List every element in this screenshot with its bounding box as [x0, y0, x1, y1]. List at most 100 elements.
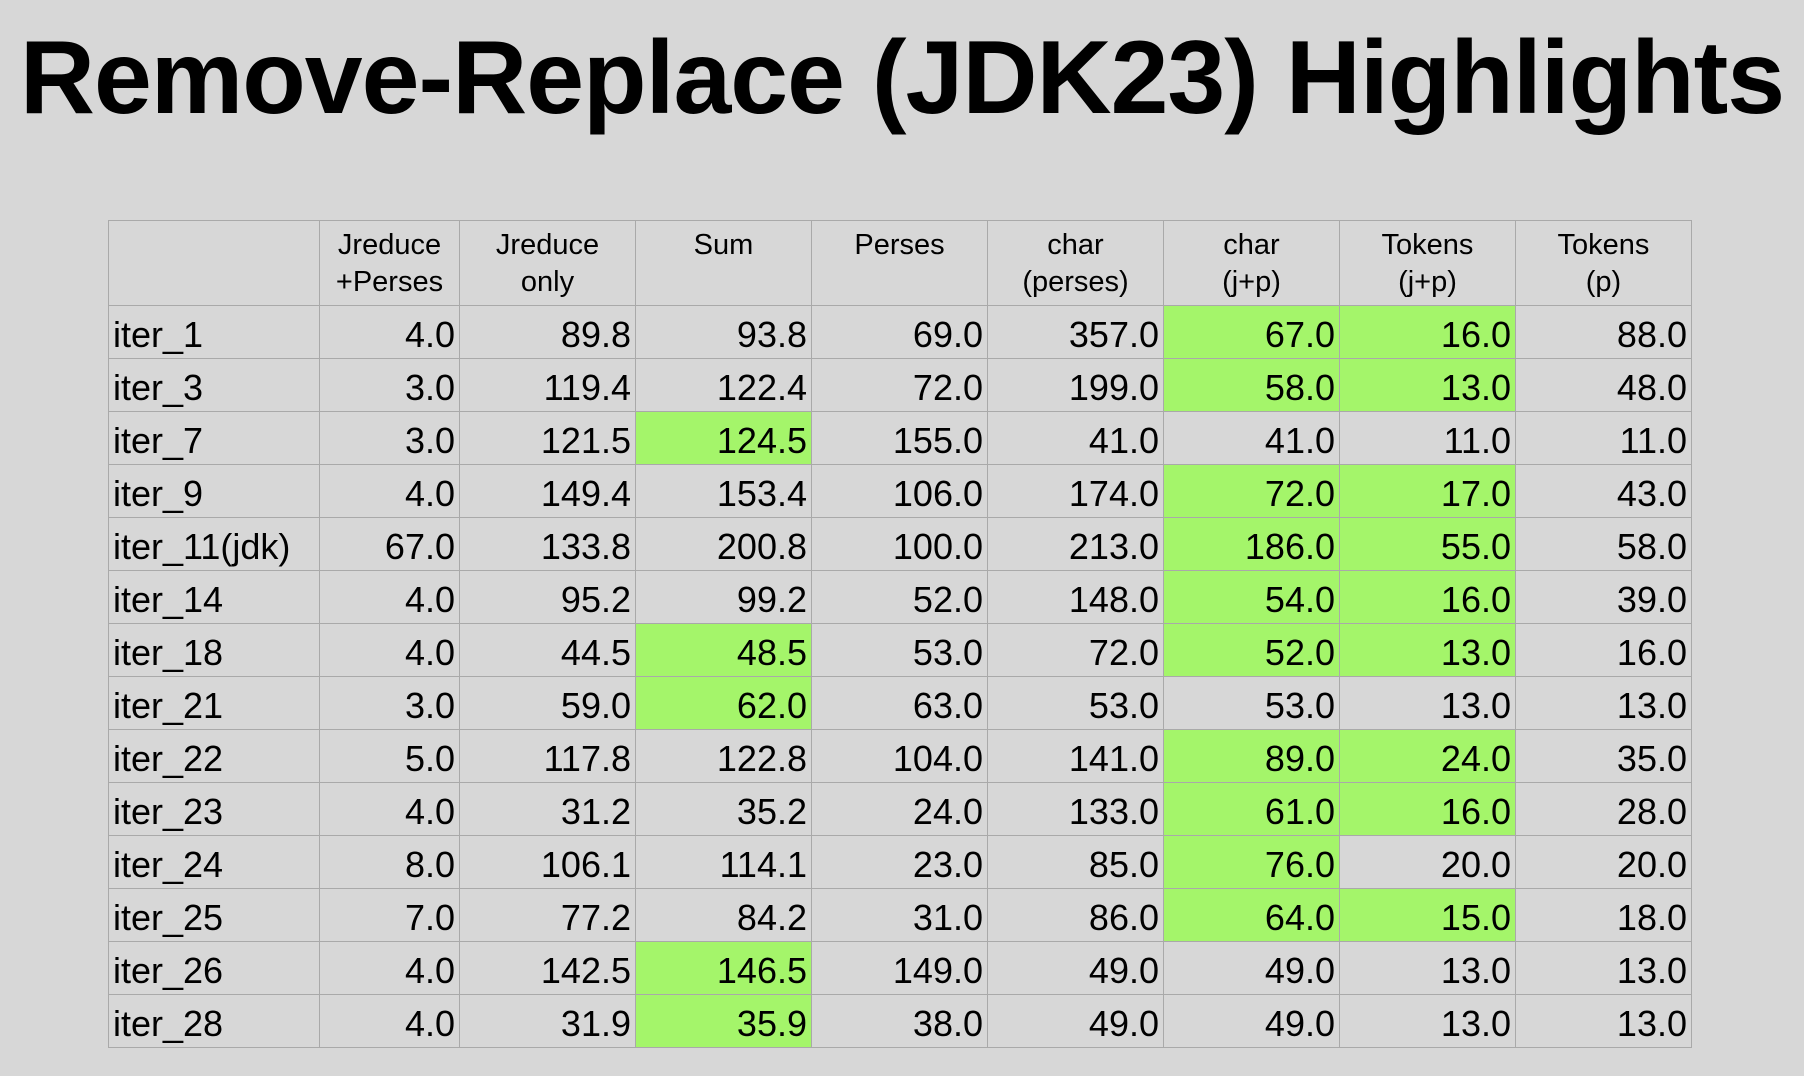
value-cell: 17.0 [1339, 464, 1516, 518]
value-cell: 8.0 [319, 835, 460, 889]
value-cell: 88.0 [1515, 305, 1692, 359]
table-row: iter_25 7.0 77.2 84.2 31.0 86.0 64.0 15.0 18.0 [108, 888, 1692, 942]
row-label-cell: iter_28 [108, 994, 320, 1048]
value-cell: 93.8 [635, 305, 812, 359]
value-cell: 24.0 [811, 782, 988, 836]
value-cell: 13.0 [1515, 941, 1692, 995]
value-cell: 155.0 [811, 411, 988, 465]
value-cell: 48.5 [635, 623, 812, 677]
value-cell: 13.0 [1339, 994, 1516, 1048]
value-cell: 84.2 [635, 888, 812, 942]
value-cell: 13.0 [1339, 676, 1516, 730]
value-cell: 16.0 [1339, 782, 1516, 836]
value-cell: 67.0 [1163, 305, 1340, 359]
value-cell: 4.0 [319, 623, 460, 677]
value-cell: 63.0 [811, 676, 988, 730]
value-cell: 149.4 [459, 464, 636, 518]
value-cell: 28.0 [1515, 782, 1692, 836]
value-cell: 3.0 [319, 676, 460, 730]
value-cell: 213.0 [987, 517, 1164, 571]
value-cell: 13.0 [1339, 941, 1516, 995]
value-cell: 4.0 [319, 782, 460, 836]
value-cell: 64.0 [1163, 888, 1340, 942]
value-cell: 121.5 [459, 411, 636, 465]
value-cell: 13.0 [1339, 623, 1516, 677]
table-row: iter_7 3.0 121.5 124.5 155.0 41.0 41.0 11.0 11.0 [108, 411, 1692, 465]
value-cell: 357.0 [987, 305, 1164, 359]
value-cell: 52.0 [1163, 623, 1340, 677]
value-cell: 119.4 [459, 358, 636, 412]
row-label-cell: iter_1 [108, 305, 320, 359]
value-cell: 106.1 [459, 835, 636, 889]
row-label-cell: iter_11(jdk) [108, 517, 320, 571]
value-cell: 174.0 [987, 464, 1164, 518]
value-cell: 133.0 [987, 782, 1164, 836]
value-cell: 89.0 [1163, 729, 1340, 783]
value-cell: 20.0 [1339, 835, 1516, 889]
value-cell: 153.4 [635, 464, 812, 518]
value-cell: 31.9 [459, 994, 636, 1048]
column-header: Perses [811, 220, 988, 306]
column-header: Sum [635, 220, 812, 306]
column-header: Jreduce +Perses [319, 220, 460, 306]
table-row: iter_3 3.0 119.4 122.4 72.0 199.0 58.0 13.0 48.0 [108, 358, 1692, 412]
value-cell: 23.0 [811, 835, 988, 889]
value-cell: 35.9 [635, 994, 812, 1048]
table-body: iter_1 4.0 89.8 93.8 69.0 357.0 67.0 16.0 88.0 it… [108, 305, 1692, 1048]
value-cell: 4.0 [319, 305, 460, 359]
value-cell: 95.2 [459, 570, 636, 624]
value-cell: 52.0 [811, 570, 988, 624]
row-label-cell: iter_14 [108, 570, 320, 624]
value-cell: 35.2 [635, 782, 812, 836]
value-cell: 7.0 [319, 888, 460, 942]
value-cell: 100.0 [811, 517, 988, 571]
value-cell: 85.0 [987, 835, 1164, 889]
value-cell: 148.0 [987, 570, 1164, 624]
table-row: iter_22 5.0 117.8 122.8 104.0 141.0 89.0 24.0 35… [108, 729, 1692, 783]
row-label-cell: iter_22 [108, 729, 320, 783]
value-cell: 186.0 [1163, 517, 1340, 571]
value-cell: 31.0 [811, 888, 988, 942]
value-cell: 55.0 [1339, 517, 1516, 571]
row-label-cell: iter_9 [108, 464, 320, 518]
value-cell: 41.0 [987, 411, 1164, 465]
value-cell: 58.0 [1515, 517, 1692, 571]
table-row: iter_21 3.0 59.0 62.0 63.0 53.0 53.0 13.0 13.0 [108, 676, 1692, 730]
value-cell: 43.0 [1515, 464, 1692, 518]
value-cell: 4.0 [319, 570, 460, 624]
value-cell: 49.0 [987, 941, 1164, 995]
value-cell: 44.5 [459, 623, 636, 677]
value-cell: 53.0 [1163, 676, 1340, 730]
row-label-cell: iter_7 [108, 411, 320, 465]
value-cell: 141.0 [987, 729, 1164, 783]
value-cell: 117.8 [459, 729, 636, 783]
value-cell: 4.0 [319, 994, 460, 1048]
value-cell: 122.8 [635, 729, 812, 783]
value-cell: 106.0 [811, 464, 988, 518]
value-cell: 5.0 [319, 729, 460, 783]
value-cell: 15.0 [1339, 888, 1516, 942]
value-cell: 3.0 [319, 411, 460, 465]
value-cell: 48.0 [1515, 358, 1692, 412]
value-cell: 67.0 [319, 517, 460, 571]
value-cell: 13.0 [1515, 994, 1692, 1048]
value-cell: 86.0 [987, 888, 1164, 942]
value-cell: 72.0 [811, 358, 988, 412]
row-label-cell: iter_18 [108, 623, 320, 677]
value-cell: 49.0 [1163, 994, 1340, 1048]
results-table: Jreduce +Perses Jreduce only Sum Perses char… [108, 220, 1692, 1048]
column-header: Tokens (p) [1515, 220, 1692, 306]
table-row: iter_28 4.0 31.9 35.9 38.0 49.0 49.0 13.0 13.0 [108, 994, 1692, 1048]
column-header: char (perses) [987, 220, 1164, 306]
value-cell: 146.5 [635, 941, 812, 995]
column-header-label [108, 220, 320, 306]
value-cell: 4.0 [319, 464, 460, 518]
table-row: iter_26 4.0 142.5 146.5 149.0 49.0 49.0 13.0 13.… [108, 941, 1692, 995]
value-cell: 59.0 [459, 676, 636, 730]
value-cell: 53.0 [811, 623, 988, 677]
value-cell: 133.8 [459, 517, 636, 571]
table-row: iter_9 4.0 149.4 153.4 106.0 174.0 72.0 17.0 43.… [108, 464, 1692, 518]
value-cell: 76.0 [1163, 835, 1340, 889]
value-cell: 16.0 [1339, 305, 1516, 359]
value-cell: 31.2 [459, 782, 636, 836]
